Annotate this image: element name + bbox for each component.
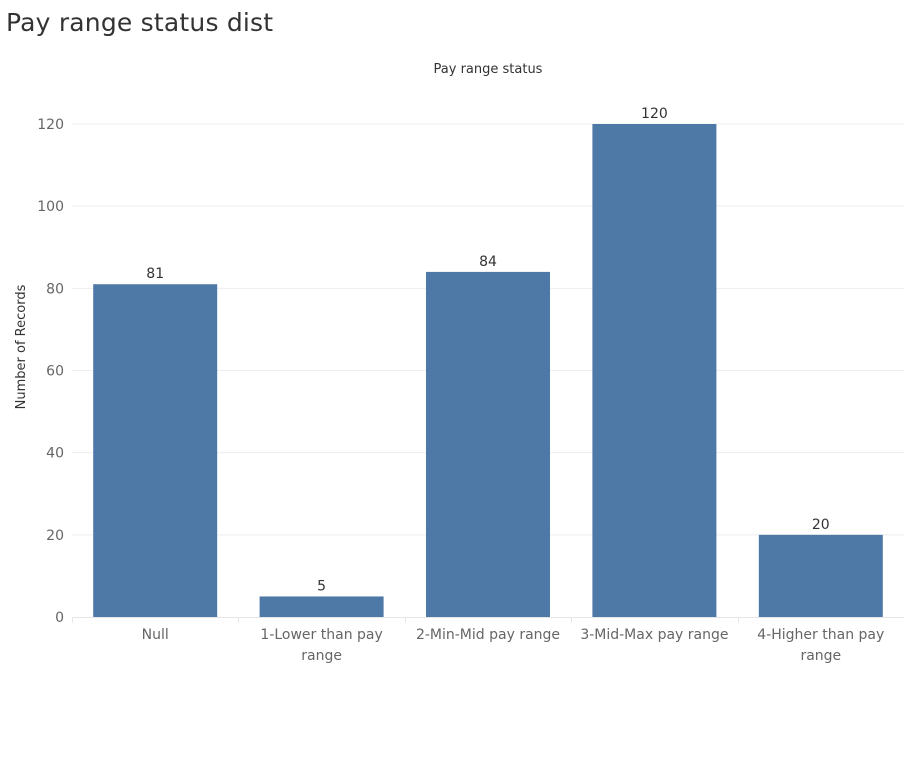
y-tick-label: 40 <box>46 446 64 462</box>
y-tick-label: 80 <box>46 281 64 297</box>
bar <box>93 284 218 617</box>
bars <box>93 124 883 617</box>
y-axis-ticks: 0 20 40 60 80 100 120 <box>37 117 64 626</box>
y-tick-label: 0 <box>55 610 64 626</box>
x-tick-label: Null <box>142 627 169 643</box>
x-tick-label: 3-Mid-Max pay range <box>580 627 728 643</box>
bar <box>426 271 550 617</box>
y-tick-label: 60 <box>46 364 64 380</box>
bar <box>758 534 883 617</box>
x-tick-label: 2-Min-Mid pay range <box>416 627 560 643</box>
data-labels: 81 5 84 120 20 <box>146 106 829 594</box>
x-tick-label: range <box>800 648 841 664</box>
x-tick-label: 1-Lower than pay <box>260 627 382 643</box>
y-axis-title: Number of Records <box>14 284 29 409</box>
x-tick-label: range <box>301 648 342 664</box>
x-axis-title: Pay range status <box>434 62 543 77</box>
bar-value-label: 5 <box>317 578 326 594</box>
bar <box>259 596 384 617</box>
bar-value-label: 20 <box>812 517 830 533</box>
bar <box>592 124 717 617</box>
x-tick-label: 4-Higher than pay <box>757 627 884 643</box>
bar-value-label: 81 <box>146 266 164 282</box>
y-tick-label: 120 <box>37 117 64 133</box>
bar-value-label: 84 <box>479 254 497 270</box>
y-tick-label: 20 <box>46 528 64 544</box>
x-axis-ticks: Null 1-Lower than pay range 2-Min-Mid pay r… <box>142 627 885 664</box>
bar-value-label: 120 <box>641 106 668 122</box>
page-title: Pay range status dist <box>6 8 274 37</box>
y-tick-label: 100 <box>37 199 64 215</box>
